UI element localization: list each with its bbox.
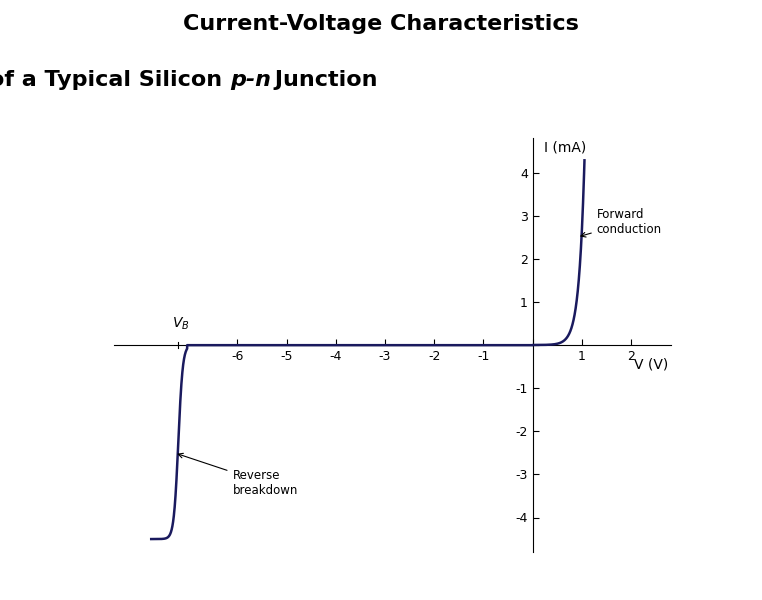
Text: V (V): V (V) xyxy=(634,357,668,371)
Text: p-n: p-n xyxy=(230,70,271,90)
Text: Forward
conduction: Forward conduction xyxy=(581,208,662,237)
Text: Current-Voltage Characteristics: Current-Voltage Characteristics xyxy=(183,14,579,34)
Text: Junction: Junction xyxy=(267,70,378,90)
Text: Reverse
breakdown: Reverse breakdown xyxy=(178,454,298,497)
Text: of a Typical Silicon: of a Typical Silicon xyxy=(0,70,230,90)
Text: $V_B$: $V_B$ xyxy=(172,316,190,332)
Text: I (mA): I (mA) xyxy=(543,140,586,154)
